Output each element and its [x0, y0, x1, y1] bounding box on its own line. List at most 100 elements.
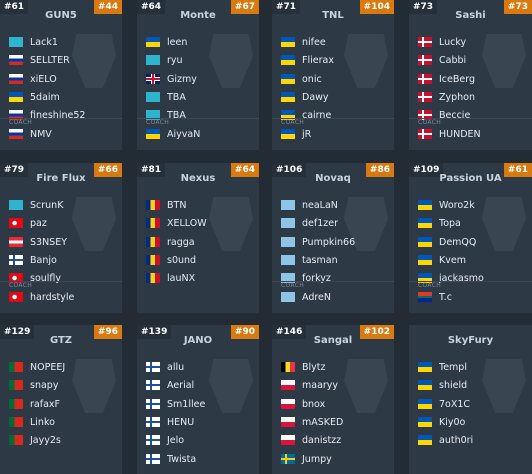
coach-name: HUNDEN — [439, 128, 481, 140]
player-name: TBA — [167, 91, 186, 103]
team-logo — [209, 359, 253, 413]
team-name: TNL — [322, 10, 344, 21]
flag — [9, 292, 23, 302]
coach-label: COACH — [9, 119, 33, 126]
player-row: fineshine52 — [9, 109, 85, 121]
player-name: 7oX1C — [439, 398, 471, 410]
flag — [146, 273, 160, 283]
team-points: #86 — [365, 163, 394, 177]
player-name: Dawy — [302, 91, 329, 103]
player-name: mASKED — [302, 416, 344, 428]
separator — [409, 118, 532, 119]
player-row: Kvem — [418, 254, 466, 266]
player-name: neaLaN — [302, 199, 338, 211]
player-name: lauNX — [167, 272, 196, 284]
flag — [9, 237, 23, 247]
team-name: Sashi — [455, 10, 486, 21]
team-name: Fire Flux — [36, 173, 86, 184]
player-row: Templ — [418, 361, 467, 373]
coach-name: Twista — [167, 453, 197, 465]
team-card: #129 #96 GTZ NOPEEJ snapy rafaxF Linko Jayy2s — [0, 325, 122, 474]
flag — [281, 129, 295, 139]
player-row: soulfly — [9, 272, 61, 284]
flag — [418, 55, 432, 65]
player-row: Gizmy — [146, 73, 197, 85]
team-rank: #81 — [137, 163, 166, 177]
flag — [9, 218, 23, 228]
player-row: jackasmo — [418, 272, 484, 284]
separator — [272, 118, 394, 119]
player-name: def1zer — [302, 217, 339, 229]
player-name: Cabbi — [439, 54, 467, 66]
flag — [9, 200, 23, 210]
player-row: danistzz — [281, 434, 341, 446]
team-logo — [344, 359, 388, 413]
flag — [281, 380, 295, 390]
player-name: S3NSEY — [30, 236, 68, 248]
team-points: #73 — [503, 0, 532, 14]
flag — [281, 92, 295, 102]
player-row: Lack1 — [9, 36, 58, 48]
team-points: #64 — [230, 163, 259, 177]
player-name: Jayy2s — [30, 434, 61, 446]
flag — [281, 454, 295, 464]
team-rank: #64 — [137, 0, 166, 14]
player-name: SELLTER — [30, 54, 70, 66]
team-rank: #109 — [409, 163, 444, 177]
player-row: Blytz — [281, 361, 326, 373]
player-row: Topa — [418, 217, 461, 229]
flag — [418, 237, 432, 247]
flag — [9, 417, 23, 427]
flag — [146, 129, 160, 139]
team-points: #67 — [230, 0, 259, 14]
team-points: #44 — [93, 0, 122, 14]
team-rank: #146 — [272, 325, 307, 339]
flag — [146, 110, 160, 120]
player-name: Zyphon — [439, 91, 476, 103]
player-name: Blytz — [302, 361, 326, 373]
team-logo — [209, 34, 253, 88]
team-logo — [482, 197, 526, 251]
player-row: Zyphon — [418, 91, 475, 103]
flag — [418, 399, 432, 409]
player-row: Lucky — [418, 36, 466, 48]
flag — [9, 92, 23, 102]
coach-name: AiyvaN — [167, 128, 201, 140]
player-name: bnox — [302, 398, 326, 410]
player-name: 5daim — [30, 91, 60, 103]
player-row: shield — [418, 379, 467, 391]
coach-name: AdreN — [302, 291, 332, 303]
player-name: DemQQ — [439, 236, 477, 248]
team-points: #61 — [503, 163, 532, 177]
player-row: ScrunK — [9, 199, 63, 211]
flag — [9, 129, 23, 139]
player-name: maaryy — [302, 379, 339, 391]
player-row: mASKED — [281, 416, 343, 428]
team-name: GUN5 — [45, 10, 77, 21]
player-row: Banjo — [9, 254, 57, 266]
team-card: #73 #73 Sashi Lucky Cabbi IceBerg Zyphon Beccie… — [409, 0, 532, 150]
player-name: XELLOW — [167, 217, 207, 229]
player-row: Kiy0o — [418, 416, 465, 428]
flag — [9, 380, 23, 390]
flag — [418, 37, 432, 47]
player-row: paz — [9, 217, 47, 229]
team-logo — [344, 34, 388, 88]
flag — [418, 435, 432, 445]
player-name: fineshine52 — [30, 109, 86, 121]
player-row: leen — [146, 36, 187, 48]
player-name: Kvem — [439, 254, 466, 266]
player-row: Sm1llee — [146, 398, 205, 410]
team-name: SkyFury — [447, 335, 494, 346]
flag — [418, 218, 432, 228]
flag — [281, 292, 295, 302]
coach-label: COACH — [418, 119, 442, 126]
flag — [9, 74, 23, 84]
flag — [418, 255, 432, 265]
flag — [9, 110, 23, 120]
separator — [0, 118, 122, 119]
team-logo — [72, 197, 116, 251]
flag — [281, 237, 295, 247]
flag — [281, 362, 295, 372]
